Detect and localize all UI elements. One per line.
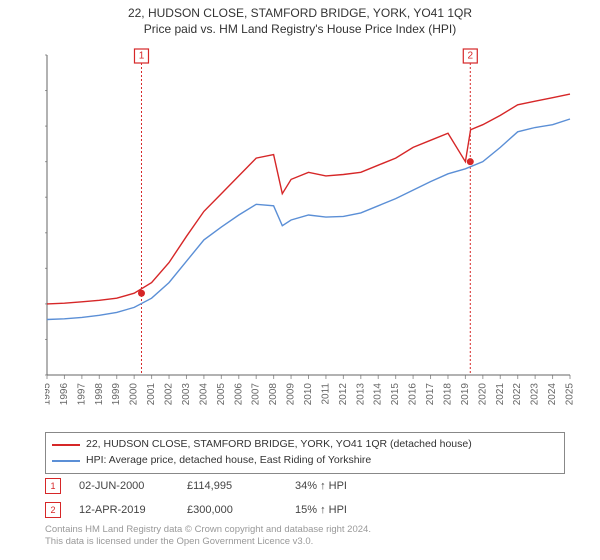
svg-text:1996: 1996	[59, 383, 70, 406]
annotation-num: 1	[50, 481, 55, 491]
svg-text:2018: 2018	[442, 383, 453, 406]
legend-item: HPI: Average price, detached house, East…	[52, 453, 558, 469]
svg-text:1999: 1999	[111, 383, 122, 406]
svg-text:2004: 2004	[198, 383, 209, 406]
annotation-price: £300,000	[187, 504, 277, 516]
annotation-row: 1 02-JUN-2000 £114,995 34% ↑ HPI	[45, 474, 565, 498]
svg-text:2011: 2011	[320, 383, 331, 405]
title-address: 22, HUDSON CLOSE, STAMFORD BRIDGE, YORK,…	[0, 6, 600, 22]
footer-line2: This data is licensed under the Open Gov…	[45, 536, 565, 548]
svg-text:1: 1	[139, 51, 145, 62]
svg-text:2014: 2014	[373, 383, 384, 406]
title-block: 22, HUDSON CLOSE, STAMFORD BRIDGE, YORK,…	[0, 0, 600, 41]
legend-item: 22, HUDSON CLOSE, STAMFORD BRIDGE, YORK,…	[52, 437, 558, 453]
svg-text:2002: 2002	[164, 383, 175, 406]
legend-label: 22, HUDSON CLOSE, STAMFORD BRIDGE, YORK,…	[86, 437, 472, 453]
svg-text:2000: 2000	[129, 383, 140, 406]
svg-text:2016: 2016	[408, 383, 419, 406]
svg-text:2020: 2020	[477, 383, 488, 406]
annotation-badge: 1	[45, 478, 61, 494]
annotation-row: 2 12-APR-2019 £300,000 15% ↑ HPI	[45, 498, 565, 522]
legend: 22, HUDSON CLOSE, STAMFORD BRIDGE, YORK,…	[45, 432, 565, 474]
svg-text:1995: 1995	[45, 383, 53, 406]
svg-text:2003: 2003	[181, 383, 192, 406]
annotation-price: £114,995	[187, 480, 277, 492]
annotation-pct: 15% ↑ HPI	[295, 504, 385, 516]
title-subtitle: Price paid vs. HM Land Registry's House …	[0, 22, 600, 38]
svg-text:1997: 1997	[76, 383, 87, 406]
footer-line1: Contains HM Land Registry data © Crown c…	[45, 524, 565, 536]
svg-text:2007: 2007	[251, 383, 262, 406]
svg-text:2010: 2010	[303, 383, 314, 406]
svg-text:2022: 2022	[512, 383, 523, 406]
annotation-pct: 34% ↑ HPI	[295, 480, 385, 492]
svg-text:1998: 1998	[94, 383, 105, 406]
svg-text:2: 2	[468, 51, 474, 62]
annotation-num: 2	[50, 505, 55, 515]
svg-text:2013: 2013	[355, 383, 366, 406]
svg-text:2001: 2001	[146, 383, 157, 406]
svg-text:2023: 2023	[530, 383, 541, 406]
legend-label: HPI: Average price, detached house, East…	[86, 453, 371, 469]
svg-text:2017: 2017	[425, 383, 436, 406]
svg-text:2006: 2006	[233, 383, 244, 406]
chart-svg: £0£50K£100K£150K£200K£250K£300K£350K£400…	[45, 45, 580, 420]
annotation-date: 12-APR-2019	[79, 504, 169, 516]
chart-container: 22, HUDSON CLOSE, STAMFORD BRIDGE, YORK,…	[0, 0, 600, 560]
footer: Contains HM Land Registry data © Crown c…	[45, 524, 565, 549]
svg-text:2021: 2021	[495, 383, 506, 406]
svg-text:2019: 2019	[460, 383, 471, 406]
svg-text:2025: 2025	[565, 383, 576, 406]
legend-swatch	[52, 444, 80, 446]
annotation-date: 02-JUN-2000	[79, 480, 169, 492]
svg-text:2008: 2008	[268, 383, 279, 406]
svg-text:2024: 2024	[547, 383, 558, 406]
svg-text:2012: 2012	[338, 383, 349, 406]
annotation-badge: 2	[45, 502, 61, 518]
annotation-table: 1 02-JUN-2000 £114,995 34% ↑ HPI 2 12-AP…	[45, 474, 565, 522]
svg-text:2015: 2015	[390, 383, 401, 406]
chart-area: £0£50K£100K£150K£200K£250K£300K£350K£400…	[45, 45, 580, 420]
legend-swatch	[52, 460, 80, 462]
svg-text:2009: 2009	[286, 383, 297, 406]
svg-text:2005: 2005	[216, 383, 227, 406]
